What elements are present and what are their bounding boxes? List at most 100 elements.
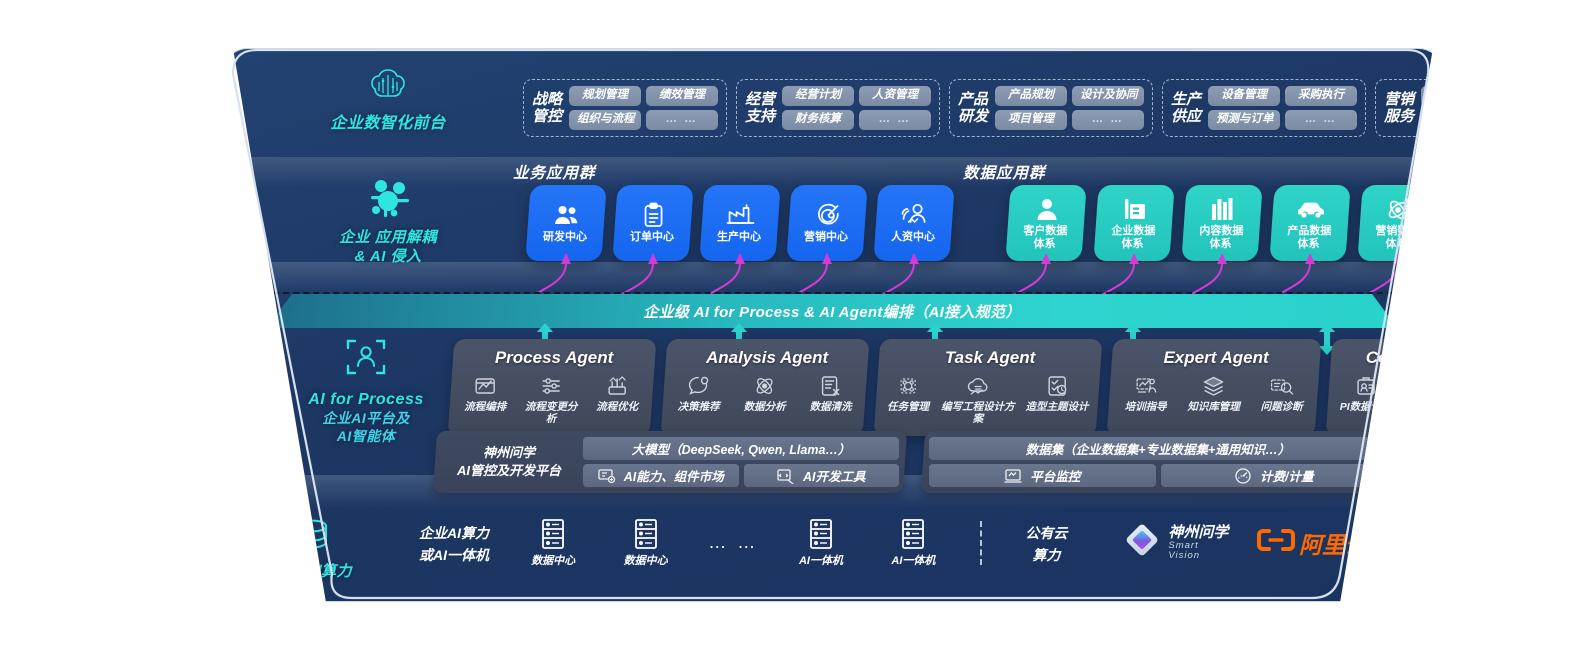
agent-feature[interactable]: 编写工程设计方案: [938, 374, 1018, 425]
platform-cell-monitor[interactable]: 平台监控: [929, 464, 1156, 487]
infra-item-data-center[interactable]: 数据中心: [599, 517, 691, 569]
domain-chip[interactable]: 产品规划: [995, 86, 1068, 106]
agent-feature[interactable]: 数据清洗: [802, 374, 860, 413]
infra-item-ai-appliance[interactable]: AI一体机: [867, 517, 959, 569]
agent-panel-analysis[interactable]: Analysis Agent 决策推荐: [660, 339, 870, 437]
data-apps-title: 数据应用群: [963, 165, 1046, 182]
data-card-product[interactable]: 产品数据 体系: [1269, 185, 1351, 261]
dev-tool-icon: [777, 468, 795, 484]
infra-item-data-center[interactable]: 数据中心: [507, 517, 599, 569]
domain-group-strategy[interactable]: 战略 管控 规划管理 绩效管理 组织与流程 … …: [523, 79, 728, 137]
atom-icon: [1386, 196, 1412, 222]
app-card-production-center[interactable]: 生产中心: [699, 185, 781, 261]
platform-cell-label: AI开发工具: [802, 470, 866, 484]
agent-feature-label: 任务管理: [887, 401, 930, 413]
domain-group-product-rd[interactable]: 产品 研发 产品规划 设计及协同 项目管理 … …: [949, 79, 1154, 137]
domain-group-operations[interactable]: 经营 支持 经营计划 人资管理 财务核算 … …: [736, 79, 941, 137]
agent-feature[interactable]: 造型主题设计: [1022, 374, 1092, 425]
domain-chip[interactable]: 财务核算: [782, 109, 855, 130]
vendor-logo-shenzhou[interactable]: 神州问学 Smart Vision: [1123, 521, 1230, 564]
rail-aiprocess-label-1: AI for Process: [308, 391, 424, 408]
domain-group-production-supply[interactable]: 生产 供应 设备管理 采购执行 预测与订单 … …: [1162, 79, 1367, 137]
domain-chip-list: 设备管理 采购执行 预测与订单 … …: [1208, 86, 1358, 130]
agent-feature[interactable]: 流程变更分析: [522, 374, 580, 425]
data-card-marketing[interactable]: 营销数据 体系: [1357, 185, 1434, 261]
layers-icon: [1203, 374, 1225, 398]
agent-feature[interactable]: 知识库管理: [1184, 374, 1244, 413]
atom-analysis-icon: [754, 374, 776, 398]
platform-cell-ability-market[interactable]: AI能力、组件市场: [583, 464, 739, 487]
huawei-flower-icon: [1401, 518, 1433, 557]
agent-feature[interactable]: 任务管理: [882, 374, 934, 425]
infra-label: 数据中心: [623, 555, 668, 567]
domain-chip[interactable]: 项目管理: [995, 109, 1068, 130]
domain-chip-more[interactable]: … …: [1285, 109, 1358, 130]
shenzhou-diamond-icon: [1123, 521, 1161, 564]
vendor-logo-aliyun[interactable]: 阿里云: [1256, 526, 1368, 560]
platform-row: 大模型（DeepSeek, Qwen, Llama…）: [583, 437, 899, 460]
infra-item-public-cloud[interactable]: 公有云 算力: [1002, 521, 1091, 564]
platform-row: 数据集（企业数据集+专业数据集+通用知识…）: [929, 437, 1387, 460]
platform-cell-model[interactable]: 大模型（DeepSeek, Qwen, Llama…）: [583, 437, 899, 460]
agent-panel-process[interactable]: Process Agent 流程编排: [447, 339, 657, 437]
app-card-marketing-center[interactable]: 营销中心: [786, 185, 868, 261]
rail-front-layer: 企业数智化前台: [293, 65, 483, 134]
domain-chip-more[interactable]: … …: [1072, 109, 1145, 130]
domain-chip[interactable]: 规划管理: [569, 86, 642, 106]
platform-cell-dev-tools[interactable]: AI开发工具: [743, 464, 899, 487]
domain-chip-more[interactable]: … …: [646, 109, 719, 130]
agent-feature[interactable]: 决策推荐: [670, 374, 728, 413]
rail-infra-label: AI基础算力: [273, 563, 352, 580]
agent-feature-label: 数据清洗: [809, 401, 852, 413]
domain-chip[interactable]: 预测与订单: [1208, 109, 1281, 130]
data-card-enterprise[interactable]: 企业数据 体系: [1093, 185, 1175, 261]
platform-cell-billing[interactable]: 计费/计量: [1160, 464, 1387, 487]
agent-feature[interactable]: 问题诊断: [1252, 374, 1312, 413]
domain-group-title: 经营 支持: [745, 90, 776, 125]
domain-chip[interactable]: 组织与流程: [569, 109, 642, 130]
infra-item-ai-appliance[interactable]: AI一体机: [775, 517, 867, 569]
app-card-label: 营销中心: [803, 231, 848, 244]
platform-cell-dataset[interactable]: 数据集（企业数据集+专业数据集+通用知识…）: [929, 437, 1387, 460]
infra-label-1: 企业AI算力: [418, 525, 489, 542]
speech-lightbulb-icon: [688, 374, 710, 398]
agent-panel-expert[interactable]: Expert Agent 培训指导: [1106, 339, 1322, 437]
agent-panel-task[interactable]: Task Agent 任务管理: [873, 339, 1103, 437]
domain-chip[interactable]: 绩效管理: [646, 86, 719, 106]
domain-chip[interactable]: 设计及协同: [1072, 86, 1145, 106]
domain-chip[interactable]: 经营计划: [782, 86, 855, 106]
app-card-order-center[interactable]: 订单中心: [612, 185, 694, 261]
agent-feature[interactable]: 数据权限 & 安全: [1405, 374, 1434, 428]
platform-strip-left[interactable]: 神州问学 AI管控及开发平台 大模型（DeepSeek, Qwen, Llama…: [432, 431, 908, 493]
agent-feature-list: PI数据识别 数据权限 & 安全: [1334, 374, 1434, 428]
agent-feature[interactable]: 流程优化: [588, 374, 646, 425]
agent-panel-compliance[interactable]: Compliance Agent PI数据识别: [1325, 339, 1434, 437]
network-task-icon: [897, 374, 919, 398]
data-card-content[interactable]: 内容数据 体系: [1181, 185, 1263, 261]
domain-chip-more[interactable]: … …: [859, 109, 932, 130]
business-app-cards: 研发中心 订单中心: [525, 185, 955, 261]
app-card-rd-center[interactable]: 研发中心: [525, 185, 607, 261]
infrastructure-row: 企业AI算力 或AI一体机 数据中心: [401, 517, 1433, 569]
layer-divider-dashed: [233, 292, 1433, 294]
user-avatar-icon: [1036, 196, 1058, 222]
agent-feature-label: 编写工程设计方案: [941, 401, 1015, 426]
vendor-logo-huawei[interactable]: HUAWEI: [1401, 518, 1433, 568]
domain-group-title: 生产 供应: [1171, 90, 1202, 125]
agent-feature[interactable]: 培训指导: [1116, 374, 1176, 413]
data-card-customer[interactable]: 客户数据 体系: [1005, 185, 1087, 261]
platform-strip-right[interactable]: 数据集（企业数据集+专业数据集+通用知识…） 平台监控: [920, 431, 1396, 493]
domain-chip[interactable]: 采购执行: [1285, 86, 1358, 106]
domain-chip[interactable]: 人资管理: [859, 86, 932, 106]
agent-feature[interactable]: 流程编排: [456, 374, 514, 425]
data-card-label-2: 体系: [1033, 237, 1056, 250]
infra-ellipsis-label: … …: [708, 532, 759, 553]
agent-feature[interactable]: PI数据识别: [1334, 374, 1397, 428]
infra-item-enterprise-compute[interactable]: 企业AI算力 或AI一体机: [401, 521, 507, 564]
domain-chip[interactable]: 整车物流: [1421, 109, 1434, 130]
agent-feature[interactable]: 数据分析: [736, 374, 794, 413]
domain-chip[interactable]: 设备管理: [1208, 86, 1281, 106]
app-card-hr-center[interactable]: 人资中心: [873, 185, 955, 261]
domain-chip[interactable]: 市场营销: [1421, 86, 1434, 106]
